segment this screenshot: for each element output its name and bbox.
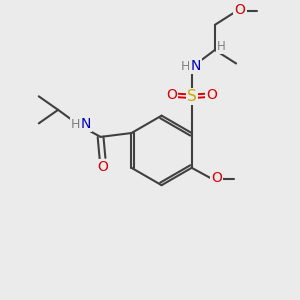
Text: O: O	[166, 88, 177, 102]
Text: O: O	[235, 3, 245, 17]
Text: H: H	[180, 60, 190, 73]
Text: S: S	[187, 89, 196, 104]
Text: N: N	[81, 117, 91, 131]
Text: H: H	[71, 118, 80, 131]
Text: O: O	[206, 88, 218, 102]
Text: O: O	[97, 160, 108, 174]
Text: O: O	[212, 171, 222, 185]
Text: H: H	[217, 40, 226, 52]
Text: N: N	[190, 59, 201, 74]
